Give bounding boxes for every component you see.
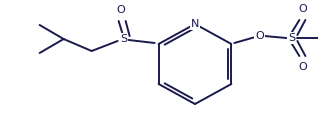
Text: O: O	[116, 5, 125, 15]
Text: N: N	[191, 19, 199, 29]
Text: O: O	[298, 62, 307, 72]
Text: S: S	[120, 34, 127, 44]
Text: O: O	[255, 31, 264, 41]
Text: O: O	[298, 4, 307, 14]
Text: S: S	[288, 33, 295, 43]
